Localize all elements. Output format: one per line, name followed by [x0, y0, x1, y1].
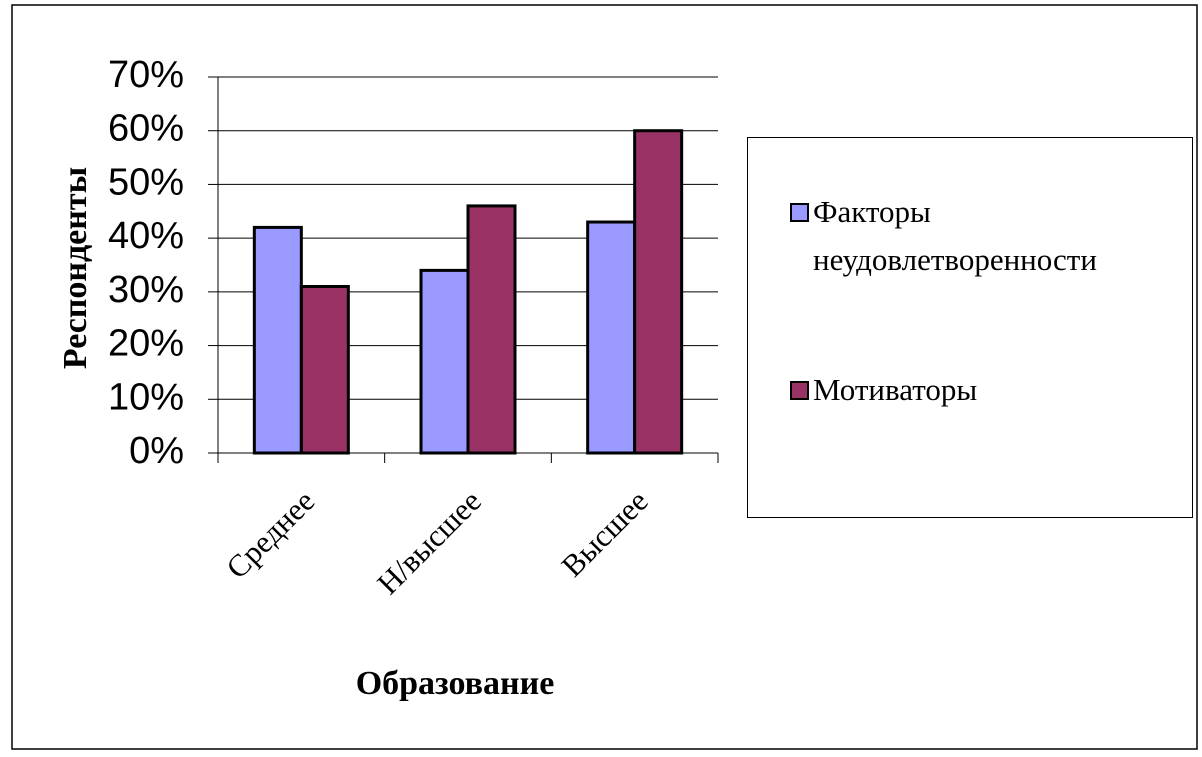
legend-entry: Мотиваторы: [790, 366, 1190, 414]
legend-label: Факторы неудовлетворенности: [813, 194, 1097, 277]
bar: [252, 225, 303, 455]
bar: [466, 204, 517, 455]
bar: [633, 129, 684, 455]
bar: [299, 284, 350, 455]
legend: Факторы неудовлетворенности Мотиваторы: [747, 137, 1193, 518]
y-tick-label: 0%: [129, 430, 184, 472]
x-tick-label: Среднее: [219, 483, 321, 585]
y-tick-label: 60%: [108, 108, 184, 150]
legend-swatch: [790, 381, 809, 400]
bar: [586, 220, 637, 455]
y-tick-label: 20%: [108, 323, 184, 365]
x-tick-label: Высшее: [554, 483, 654, 583]
x-axis-title: Образование: [356, 665, 555, 702]
legend-entry: Факторы неудовлетворенности: [790, 188, 1190, 284]
y-tick-label: 40%: [108, 215, 184, 257]
y-tick-label: 70%: [108, 54, 184, 96]
y-tick-label: 30%: [108, 269, 184, 311]
x-tick-label: Н/высшее: [370, 483, 488, 601]
y-axis-title: Респонденты: [57, 167, 94, 369]
chart-frame: [11, 4, 1198, 750]
legend-swatch: [790, 203, 809, 222]
bar: [419, 268, 470, 455]
y-tick-label: 10%: [108, 376, 184, 418]
y-tick-label: 50%: [108, 161, 184, 203]
legend-label: Мотиваторы: [813, 372, 978, 407]
